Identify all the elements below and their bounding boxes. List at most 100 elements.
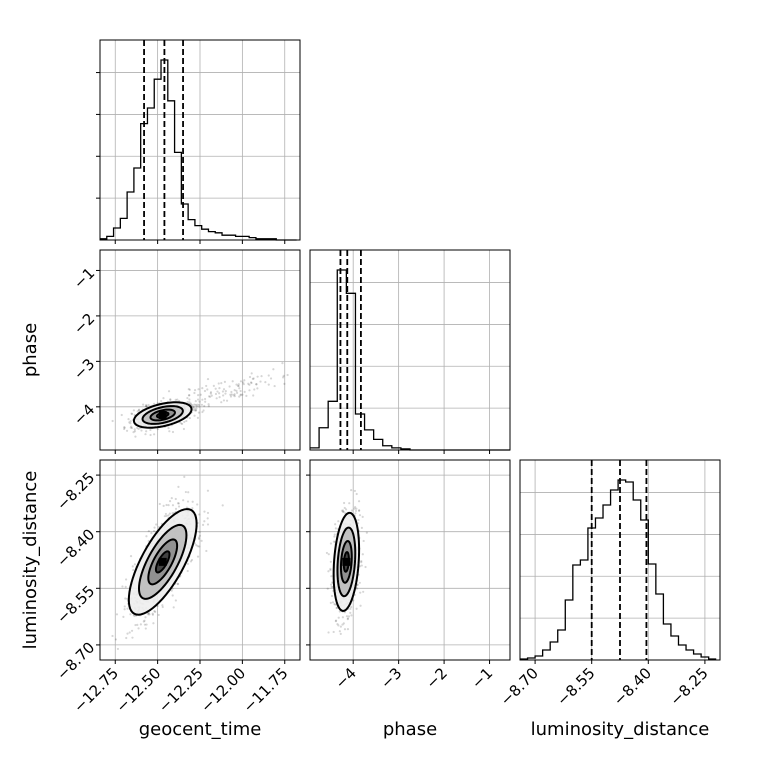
- sample-point: [187, 491, 190, 494]
- sample-point: [124, 578, 128, 581]
- sample-point: [145, 623, 148, 626]
- sample-points: [111, 361, 289, 438]
- sample-point: [341, 509, 345, 512]
- sample-point: [339, 632, 342, 635]
- sample-point: [342, 622, 345, 625]
- sample-point: [198, 513, 201, 516]
- sample-point: [233, 393, 236, 396]
- sample-point: [350, 489, 353, 492]
- sample-point: [327, 570, 330, 573]
- sample-point: [359, 591, 362, 594]
- sample-point: [196, 555, 200, 558]
- panel-frame: [519, 459, 721, 661]
- density-contour: [149, 408, 176, 422]
- sample-point: [339, 625, 342, 628]
- sample-point: [139, 623, 142, 626]
- sample-point: [145, 430, 148, 433]
- sample-point: [203, 389, 207, 393]
- sample-point: [269, 377, 273, 380]
- sample-point: [168, 500, 172, 503]
- sample-point: [206, 377, 210, 381]
- sample-point: [335, 606, 338, 610]
- sample-point: [206, 517, 209, 520]
- sample-point: [327, 631, 330, 634]
- sample-point: [250, 381, 253, 385]
- sample-point: [337, 616, 340, 619]
- sample-point: [273, 384, 276, 388]
- sample-point: [233, 395, 236, 398]
- sample-point: [170, 589, 173, 592]
- sample-point: [361, 515, 364, 518]
- sample-point: [256, 387, 259, 390]
- sample-point: [223, 380, 226, 383]
- sample-point: [218, 392, 221, 395]
- sample-point: [137, 627, 140, 630]
- sample-point: [196, 503, 199, 506]
- sample-point: [169, 398, 172, 402]
- sample-point: [142, 620, 145, 623]
- panel-frame: [99, 39, 301, 241]
- sample-point: [365, 531, 368, 534]
- sample-point: [330, 585, 333, 588]
- sample-point: [242, 383, 245, 386]
- sample-point: [222, 394, 225, 397]
- density-contour: [127, 508, 198, 616]
- sample-point: [123, 608, 126, 611]
- sample-point: [171, 430, 175, 434]
- sample-point: [252, 377, 255, 380]
- sample-point: [329, 542, 333, 545]
- sample-point: [194, 409, 197, 412]
- sample-point: [189, 402, 192, 405]
- density-contour: [332, 511, 361, 612]
- sample-point: [203, 520, 206, 523]
- sample-point: [177, 502, 180, 505]
- sample-point: [128, 631, 131, 634]
- sample-point: [329, 560, 332, 563]
- sample-point: [243, 390, 246, 393]
- sample-point: [354, 509, 358, 513]
- sample-point: [333, 535, 336, 538]
- y-tick-label: −1: [70, 264, 98, 292]
- sample-point: [230, 393, 233, 396]
- sample-point: [165, 514, 168, 518]
- panel-frame: [309, 249, 511, 451]
- sample-point: [357, 518, 360, 522]
- sample-point: [186, 396, 189, 400]
- sample-point: [143, 619, 146, 622]
- sample-point: [174, 398, 177, 401]
- sample-point: [214, 387, 217, 390]
- sample-point: [127, 417, 130, 421]
- sample-point: [343, 628, 347, 631]
- sample-point: [111, 634, 114, 638]
- sample-point: [190, 558, 194, 562]
- sample-point: [171, 594, 174, 597]
- sample-point: [129, 422, 132, 425]
- sample-point: [355, 492, 358, 496]
- sample-point: [235, 389, 238, 392]
- sample-point: [195, 407, 198, 410]
- sample-point: [167, 390, 171, 393]
- sample-point: [201, 387, 204, 390]
- sample-point: [186, 569, 189, 573]
- sample-point: [218, 396, 221, 399]
- sample-point: [224, 392, 227, 395]
- sample-point: [331, 581, 334, 584]
- sample-point: [176, 582, 179, 585]
- sample-point: [358, 581, 361, 584]
- sample-point: [196, 545, 199, 548]
- sample-point: [198, 530, 201, 534]
- sample-point: [355, 607, 358, 610]
- sample-point: [205, 549, 208, 553]
- sample-point: [170, 497, 173, 500]
- sample-point: [168, 430, 171, 433]
- density-contour: [147, 538, 179, 586]
- sample-point: [260, 375, 263, 378]
- sample-point: [360, 526, 363, 529]
- sample-point: [182, 499, 185, 502]
- sample-point: [145, 405, 148, 408]
- sample-point: [153, 610, 156, 613]
- sample-point: [282, 376, 285, 379]
- sample-point: [162, 397, 165, 400]
- sample-point: [212, 384, 215, 387]
- x-tick-label: −8.25: [667, 664, 712, 709]
